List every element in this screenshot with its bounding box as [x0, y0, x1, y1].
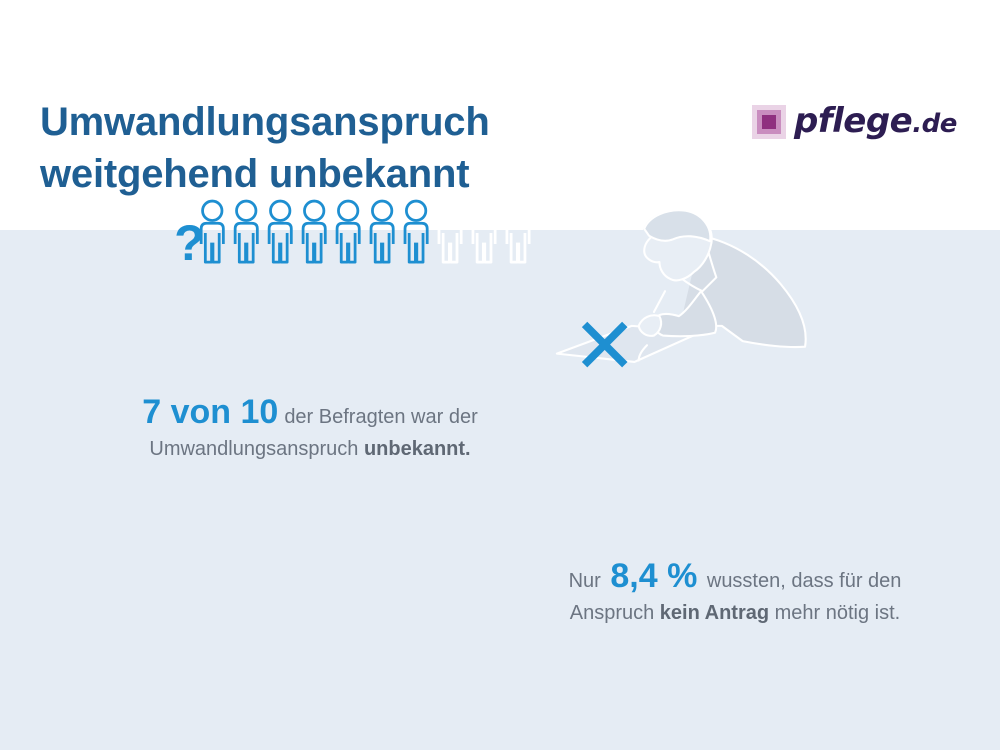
stat-unknown-line-1: 7 von 10 der Befragten war der [60, 396, 560, 433]
stat-known-line-1: Nur 8,4 % wussten, dass für den [505, 560, 965, 597]
stat-known-value: 8,4 % [610, 557, 697, 595]
stat-known-prefix: Nur [569, 570, 607, 592]
person-icon [507, 201, 529, 262]
person-icon [473, 201, 495, 262]
person-icon [371, 201, 393, 262]
stat-unknown-text-2: Umwandlungsanspruch [149, 438, 364, 460]
people-row [201, 201, 529, 262]
question-mark-icon: ? [174, 215, 205, 271]
stat-known-bold: kein Antrag [660, 602, 769, 624]
stat-unknown: 7 von 10 der Befragten war der Umwandlung… [60, 396, 560, 465]
stat-known-line-2: Anspruch kein Antrag mehr nötig ist. [505, 597, 965, 629]
stat-known: Nur 8,4 % wussten, dass für den Anspruch… [505, 560, 965, 629]
person-icon [337, 201, 359, 262]
person-icon [405, 201, 427, 262]
stat-known-text-2: Anspruch [570, 602, 660, 624]
stat-unknown-bold: unbekannt. [364, 438, 471, 460]
person-icon [439, 201, 461, 262]
stat-unknown-text-1: der Befragten war der [284, 406, 477, 428]
stat-unknown-value: 7 von 10 [142, 393, 278, 431]
person-icon [269, 201, 291, 262]
stat-unknown-line-2: Umwandlungsanspruch unbekannt. [60, 433, 560, 465]
stat-known-text-3: mehr nötig ist. [769, 602, 900, 624]
person-icon [303, 201, 325, 262]
person-icon [235, 201, 257, 262]
stat-known-text-1: wussten, dass für den [701, 570, 901, 592]
